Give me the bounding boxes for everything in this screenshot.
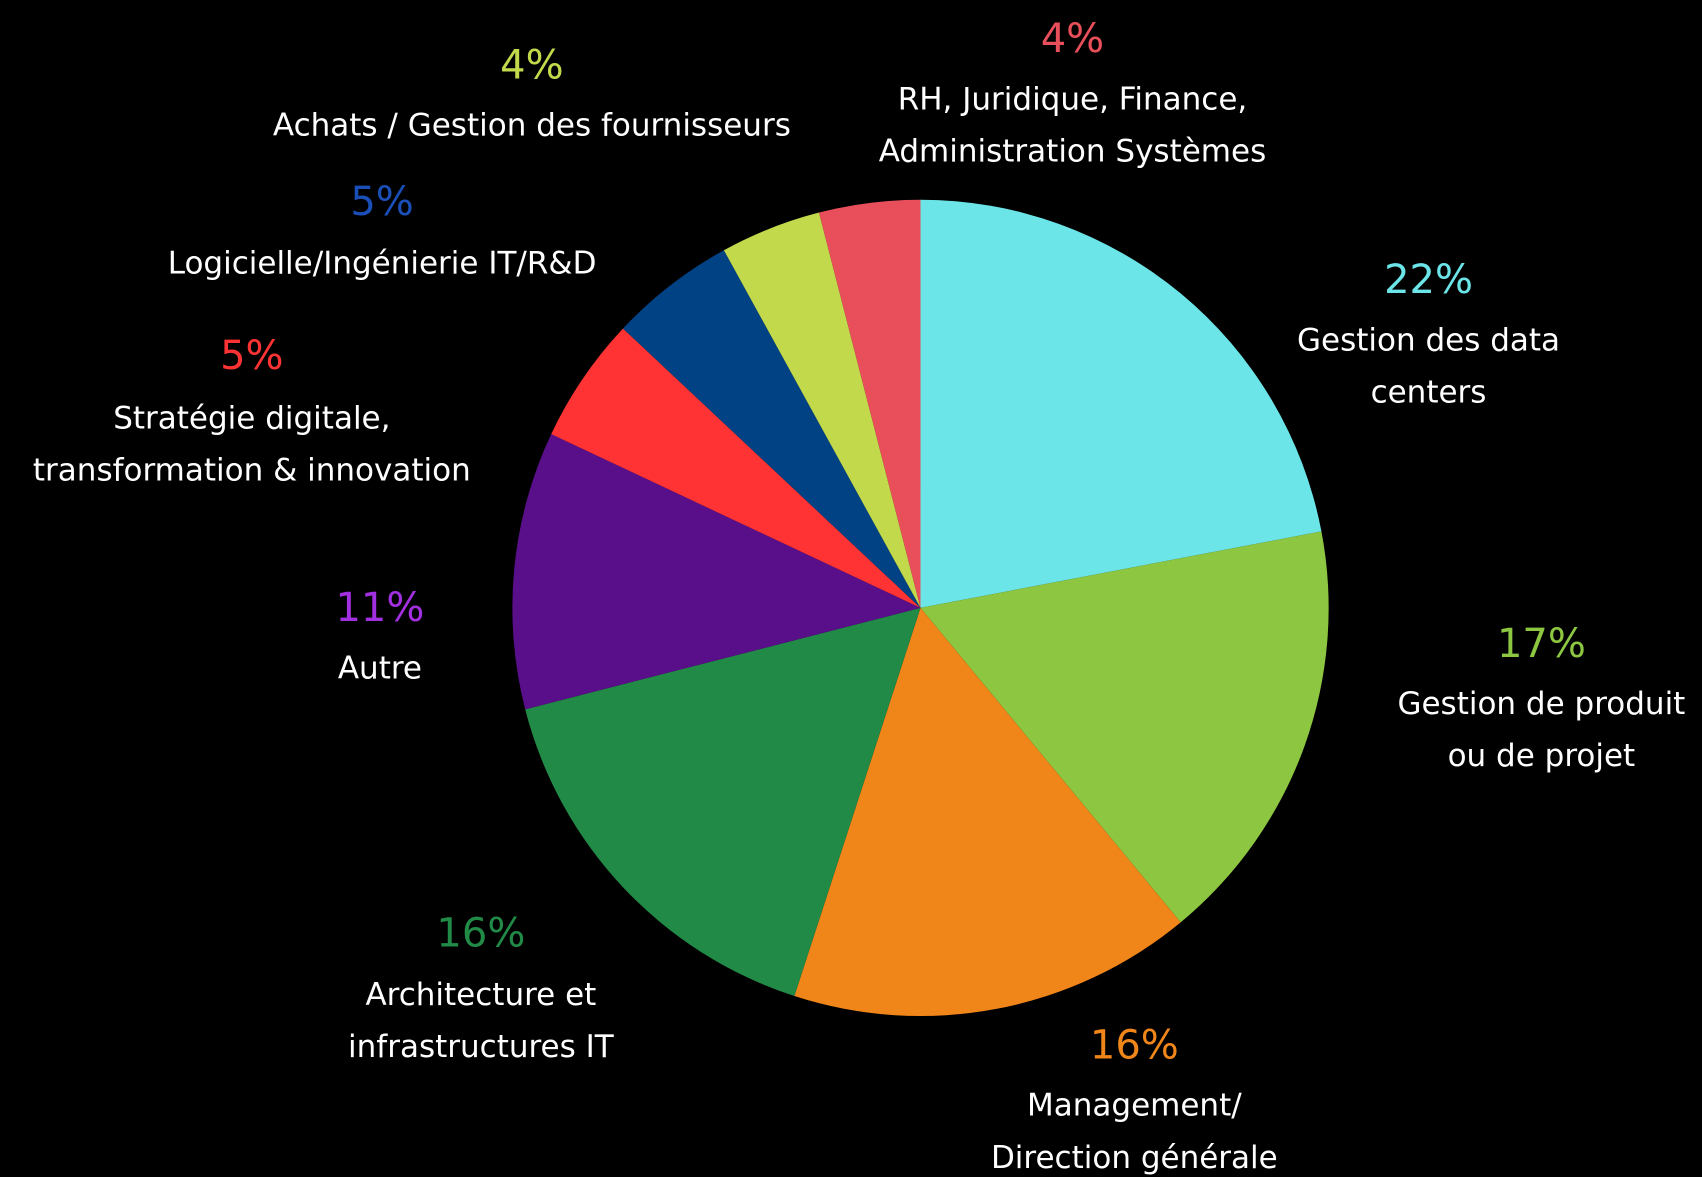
category-label: Achats / Gestion des fournisseurs xyxy=(273,108,791,144)
category-label: Architecture et xyxy=(365,977,596,1013)
value-label: 4% xyxy=(1041,16,1104,62)
pie-slice xyxy=(794,607,1181,1017)
category-label: Management/ xyxy=(1027,1088,1242,1124)
category-label: centers xyxy=(1371,375,1487,411)
pie-slice xyxy=(525,607,921,997)
category-label: ou de projet xyxy=(1448,738,1636,774)
category-label: Direction générale xyxy=(991,1140,1278,1176)
category-label: Administration Systèmes xyxy=(879,134,1267,170)
value-label: 4% xyxy=(500,42,563,88)
value-label: 22% xyxy=(1384,257,1473,303)
value-label: 16% xyxy=(1090,1023,1179,1069)
category-label: transformation & innovation xyxy=(33,453,471,489)
category-label: Gestion de produit xyxy=(1397,686,1685,722)
value-label: 5% xyxy=(350,179,413,225)
category-label: Stratégie digitale, xyxy=(113,401,390,437)
value-label: 5% xyxy=(220,333,283,379)
pie-slice xyxy=(512,434,921,710)
value-label: 11% xyxy=(335,585,424,631)
pie-slice xyxy=(723,212,921,608)
pie-slice xyxy=(551,328,921,608)
pie-slice xyxy=(920,531,1329,923)
value-label: 16% xyxy=(436,911,525,957)
category-label: infrastructures IT xyxy=(348,1029,615,1065)
category-label: Autre xyxy=(338,650,422,686)
category-label: RH, Juridique, Finance, xyxy=(898,81,1248,117)
category-label: Logicielle/Ingénierie IT/R&D xyxy=(168,245,597,281)
pie-slice xyxy=(819,199,921,608)
pie-slice xyxy=(622,250,921,608)
category-label: Gestion des data xyxy=(1297,322,1560,358)
value-label: 17% xyxy=(1497,621,1586,667)
pie-slice xyxy=(920,199,1322,608)
